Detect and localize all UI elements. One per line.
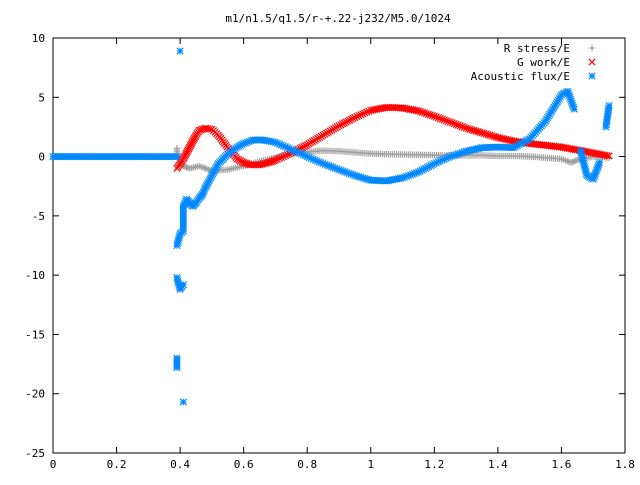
data-point	[436, 114, 444, 123]
data-point	[472, 127, 480, 135]
data-point	[428, 111, 436, 120]
data-point	[173, 152, 181, 161]
data-point	[432, 113, 440, 121]
x-tick-label: 0.8	[297, 458, 317, 471]
data-point	[488, 132, 496, 140]
data-point	[418, 108, 427, 116]
data-point	[357, 111, 365, 119]
data-point	[440, 116, 448, 124]
y-tick-label: -20	[25, 388, 45, 401]
axis-tick-labels: 0 0.2 0.4 0.6 0.8 1 1.2 1.4 1.6 1.8 10 5 0 -5 -10 -15 -2…	[25, 32, 635, 471]
data-point	[273, 155, 282, 163]
data-point	[448, 119, 456, 127]
x-tick-label: 0	[50, 458, 57, 471]
data-point	[478, 129, 486, 137]
y-tick-label: 10	[32, 32, 45, 45]
y-tick-label: 5	[38, 91, 45, 104]
data-point	[275, 154, 284, 162]
plot-frame	[52, 37, 626, 454]
data-point	[179, 281, 187, 289]
x-tick-label: 0.4	[170, 458, 190, 471]
data-point	[484, 131, 492, 139]
data-point	[361, 109, 369, 117]
data-point	[595, 158, 604, 167]
data-point	[468, 126, 476, 134]
data-point	[351, 113, 359, 122]
data-point	[605, 101, 613, 110]
data-point	[279, 152, 288, 161]
data-point	[480, 129, 488, 138]
data-point	[605, 152, 613, 160]
data-point	[458, 123, 466, 131]
data-point	[173, 364, 181, 372]
data-point	[283, 151, 291, 159]
data-point	[476, 128, 484, 136]
data-point	[365, 107, 373, 115]
axis-ticks	[52, 37, 626, 454]
data-point	[474, 128, 482, 136]
data-point	[414, 107, 423, 115]
legend-label: G work/E	[517, 56, 570, 69]
data-point	[470, 126, 478, 135]
data-point	[438, 115, 446, 123]
y-tick-label: -15	[25, 328, 45, 341]
y-tick-label: 0	[38, 151, 45, 164]
data-point	[456, 122, 464, 130]
data-point	[363, 108, 371, 116]
data-point	[277, 153, 286, 162]
data-point	[452, 120, 460, 129]
data-point	[446, 118, 454, 126]
data-point	[486, 131, 494, 139]
x-tick-label: 1	[367, 458, 374, 471]
legend-label: Acoustic flux/E	[471, 70, 570, 83]
y-tick-label: -10	[25, 269, 45, 282]
data-point	[179, 398, 187, 406]
x-tick-label: 1.4	[488, 458, 508, 471]
data-point	[206, 125, 214, 133]
legend-marker-icon	[588, 44, 596, 52]
data-point	[420, 109, 429, 117]
legend-marker-icon	[588, 72, 596, 80]
data-point	[353, 112, 361, 121]
y-tick-label: -25	[25, 447, 45, 460]
data-point	[450, 120, 458, 128]
legend-marker-icon	[588, 58, 596, 66]
data-point	[466, 125, 474, 133]
series-acoustic-flux-e	[49, 47, 613, 406]
x-tick-label: 1.2	[424, 458, 444, 471]
series-layer	[49, 47, 613, 406]
data-point	[442, 117, 450, 125]
data-point	[176, 47, 184, 55]
data-point	[424, 110, 432, 118]
data-point	[570, 105, 578, 113]
legend-label: R stress/E	[504, 42, 570, 55]
data-point	[490, 132, 498, 141]
data-point	[482, 130, 490, 138]
data-point	[416, 107, 425, 116]
data-point	[603, 151, 611, 160]
y-tick-label: -5	[32, 210, 45, 223]
data-point	[359, 110, 367, 118]
data-point	[434, 114, 442, 122]
data-point	[355, 112, 363, 120]
data-point	[281, 152, 289, 160]
x-tick-label: 0.2	[107, 458, 127, 471]
chart-title: m1/n1.5/q1.5/r-+.22-j232/M5.0/1024	[225, 12, 451, 25]
data-point	[464, 125, 472, 133]
data-point	[430, 112, 438, 120]
data-point	[271, 156, 280, 164]
x-tick-label: 1.8	[615, 458, 635, 471]
data-point	[426, 111, 434, 119]
data-point	[454, 121, 462, 129]
x-tick-label: 1.6	[552, 458, 572, 471]
data-point	[422, 109, 431, 118]
data-point	[462, 124, 470, 132]
data-point	[444, 117, 452, 126]
x-tick-label: 0.6	[234, 458, 254, 471]
data-point	[460, 123, 468, 131]
